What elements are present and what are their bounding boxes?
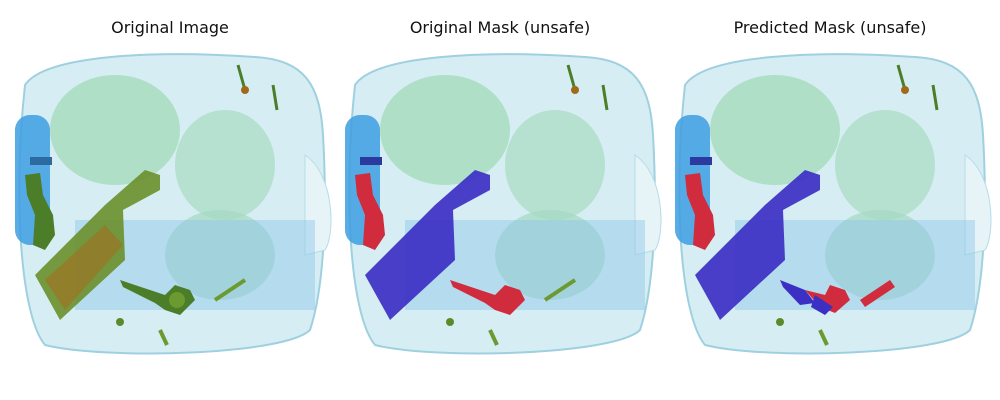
xray-image-predicted-mask [665,45,995,365]
gun-object-left [25,173,55,250]
panel-predicted-mask: Predicted Mask (unsafe) [665,0,995,400]
xray-image-original [5,45,335,365]
knife-mask [365,170,490,320]
gun-mask-left [355,173,385,250]
panel-title: Original Mask (unsafe) [409,18,591,37]
small-objects [690,64,939,346]
gun-mask-bottom [450,280,525,315]
panel-title: Original Image [111,18,229,37]
panel-original-image: Original Image [5,0,335,400]
gun-object-bottom [120,280,195,315]
small-objects [30,64,279,346]
panel-original-mask: Original Mask (unsafe) [335,0,665,400]
gun-mask-bottom-mixed [780,280,895,315]
knife-mask [695,170,820,320]
panel-title: Predicted Mask (unsafe) [733,18,927,37]
small-objects [360,64,609,346]
knife-object [35,170,160,320]
xray-image-ground-truth-mask [335,45,665,365]
gun-mask-left [685,173,715,250]
